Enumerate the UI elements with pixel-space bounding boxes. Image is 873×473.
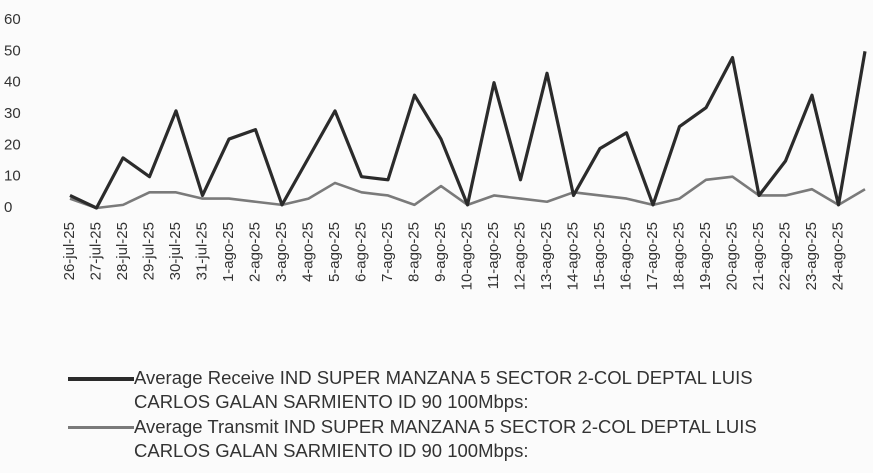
x-tick-label: 29-jul-25 <box>140 222 157 280</box>
chart: 0 10 20 30 40 50 60 26-jul-25 27-jul-25 28-jul-25… <box>4 11 867 290</box>
x-tick-label: 1-ago-25 <box>220 222 237 282</box>
legend-label: Average Receive IND SUPER MANZANA 5 SECT… <box>134 367 753 412</box>
x-tick-label: 4-ago-25 <box>299 222 316 282</box>
x-tick-label: 31-jul-25 <box>193 222 210 280</box>
x-tick-label: 14-ago-25 <box>564 222 581 290</box>
x-tick-label: 13-ago-25 <box>538 222 555 290</box>
x-tick-label: 16-ago-25 <box>617 222 634 290</box>
x-tick-label: 22-ago-25 <box>776 222 793 290</box>
legend-swatch <box>68 377 134 381</box>
y-tick-label: 30 <box>4 105 21 122</box>
x-tick-label: 5-ago-25 <box>326 222 343 282</box>
x-tick-label: 6-ago-25 <box>352 222 369 282</box>
y-tick-label: 50 <box>4 42 21 59</box>
x-tick-label: 11-ago-25 <box>485 222 502 289</box>
legend-swatch <box>68 426 134 429</box>
legend-entry: Average Transmit IND SUPER MANZANA 5 SEC… <box>68 415 788 463</box>
x-tick-label: 3-ago-25 <box>273 222 290 282</box>
y-tick-label: 60 <box>4 11 21 28</box>
x-tick-label: 7-ago-25 <box>379 222 396 282</box>
x-tick-label: 23-ago-25 <box>803 222 820 290</box>
x-tick-label: 27-jul-25 <box>87 222 104 280</box>
x-tick-label: 15-ago-25 <box>591 222 608 290</box>
x-tick-label: 2-ago-25 <box>246 222 263 282</box>
x-tick-label: 20-ago-25 <box>723 222 740 290</box>
x-tick-label: 26-jul-25 <box>61 222 78 280</box>
x-tick-label: 18-ago-25 <box>670 222 687 290</box>
x-tick-label: 12-ago-25 <box>511 222 528 290</box>
y-tick-label: 0 <box>4 199 12 216</box>
x-tick-label: 9-ago-25 <box>432 222 449 282</box>
x-tick-label: 19-ago-25 <box>697 222 714 290</box>
x-tick-label: 17-ago-25 <box>644 222 661 290</box>
x-tick-label: 10-ago-25 <box>458 222 475 290</box>
x-tick-label: 21-ago-25 <box>750 222 767 290</box>
legend-label: Average Transmit IND SUPER MANZANA 5 SEC… <box>134 416 757 461</box>
legend-entry: Average Receive IND SUPER MANZANA 5 SECT… <box>68 366 788 414</box>
x-tick-label: 8-ago-25 <box>405 222 422 282</box>
data-line <box>69 51 867 210</box>
y-tick-label: 20 <box>4 136 21 153</box>
x-tick-label: 28-jul-25 <box>114 222 131 280</box>
y-tick-label: 10 <box>4 168 21 185</box>
y-tick-label: 40 <box>4 74 21 91</box>
x-tick-label: 24-ago-25 <box>829 222 846 290</box>
x-tick-label: 30-jul-25 <box>167 222 184 280</box>
